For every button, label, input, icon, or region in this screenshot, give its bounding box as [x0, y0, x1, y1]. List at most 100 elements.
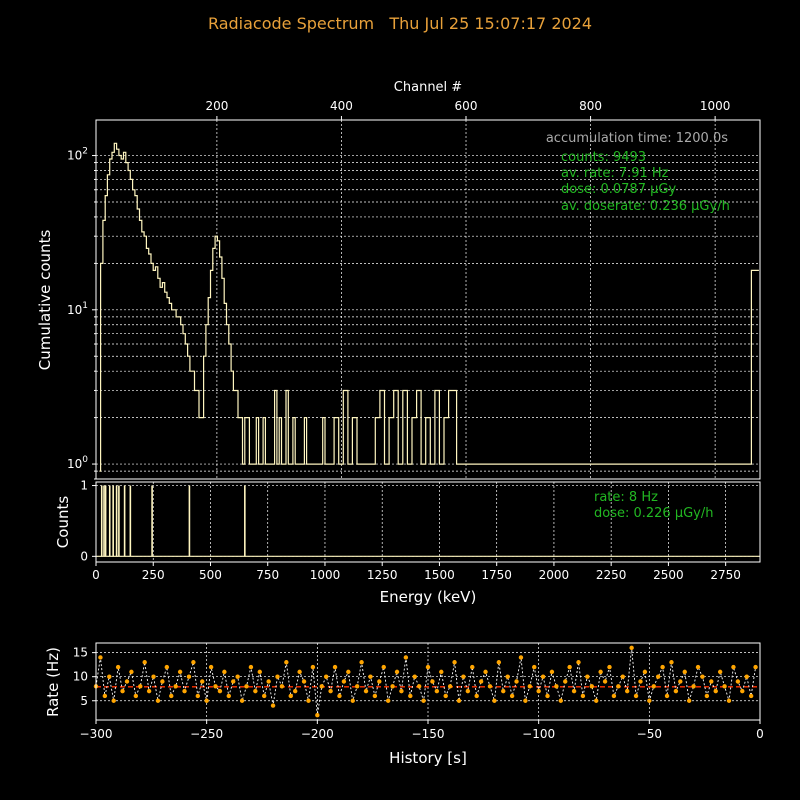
rate-point	[744, 674, 749, 679]
rate-text: rate: 8 Hz	[594, 490, 658, 505]
counts-frame	[95, 481, 761, 563]
rate-point	[523, 698, 528, 703]
rate-point	[208, 664, 214, 670]
rate-point	[381, 664, 386, 670]
rate-point	[461, 674, 466, 679]
rate-point	[270, 703, 276, 708]
rate-point	[633, 693, 639, 699]
energy-axis-label: Energy (keV)	[380, 588, 477, 606]
energy-tick-label: 1500	[424, 568, 455, 582]
rate-point	[611, 693, 617, 699]
rate-point	[655, 674, 661, 679]
energy-tick-label: 1750	[481, 568, 512, 582]
rate-point	[146, 688, 152, 694]
rate-point	[293, 688, 298, 694]
rate-point	[735, 679, 741, 684]
rate-ylabel: Rate (Hz)	[44, 647, 62, 717]
rate-point	[412, 674, 417, 679]
history-tick-label: 0	[756, 727, 764, 741]
rate-point	[439, 669, 444, 675]
rate-point	[545, 693, 550, 699]
rate-point	[691, 684, 696, 689]
rate-point	[651, 684, 656, 689]
count-tick-label: 101	[67, 301, 88, 317]
rate-point	[177, 669, 183, 675]
rate-point	[107, 674, 112, 679]
rate-point	[492, 698, 497, 703]
rate-point	[363, 688, 369, 694]
rate-point	[182, 688, 187, 694]
rate-point	[518, 655, 524, 660]
rate-point	[403, 655, 409, 660]
rate-point	[239, 698, 245, 703]
rate-point	[297, 669, 302, 675]
channel-tick-label: 600	[455, 99, 478, 113]
rate-point	[554, 684, 559, 689]
rate-point	[642, 669, 648, 675]
energy-tick-label: 2250	[596, 568, 627, 582]
rate-point	[332, 664, 338, 670]
doserate-text: dose: 0.226 µGy/h	[594, 506, 714, 521]
rate-point	[164, 664, 170, 670]
rate-tick-label: 5	[80, 694, 88, 708]
rate-point	[102, 693, 108, 699]
rate-point	[306, 698, 311, 703]
count-tick-label: 102	[67, 147, 88, 163]
rate-point	[686, 698, 692, 703]
channel-axis-label: Channel #	[394, 80, 462, 95]
accumulation-time-text: accumulation time: 1200.0s	[546, 131, 728, 146]
rate-point	[638, 679, 643, 684]
history-tick-label: −300	[80, 727, 113, 741]
count-tick-label: 100	[67, 455, 88, 471]
rate-point	[447, 684, 453, 689]
rate-point	[133, 693, 139, 699]
rate-point	[142, 660, 147, 665]
cumulative-spectrum-panel: 200 400 600 800 1000 100 101 102 Cumulative cou…	[36, 80, 761, 480]
rate-point	[532, 664, 537, 670]
rate-tick-label: 10	[73, 670, 88, 684]
rate-point	[713, 688, 718, 694]
rate-point	[501, 688, 506, 694]
rate-point	[173, 684, 178, 689]
rate-point	[625, 688, 630, 694]
rate-point	[487, 684, 493, 689]
channel-tick-label: 400	[330, 99, 353, 113]
rate-point	[120, 688, 125, 694]
rate-point	[359, 660, 364, 665]
rate-point	[200, 679, 205, 684]
rate-point	[315, 712, 320, 718]
rate-point	[536, 688, 541, 694]
rate-point	[470, 664, 475, 670]
rate-point	[231, 679, 236, 684]
rate-point	[505, 674, 510, 679]
rate-point	[257, 669, 262, 675]
history-tick-label: −250	[190, 727, 223, 741]
history-tick-label: −50	[637, 727, 662, 741]
rate-point	[138, 684, 143, 689]
energy-tick-label: 2500	[653, 568, 684, 582]
rate-point	[408, 693, 413, 699]
rate-point	[571, 688, 577, 694]
rate-point	[704, 693, 710, 699]
rate-point	[279, 684, 285, 689]
rate-point	[682, 669, 687, 675]
rate-point	[558, 698, 563, 703]
rate-point	[129, 669, 134, 675]
rate-point	[620, 674, 625, 679]
energy-tick-label: 1250	[367, 568, 398, 582]
rate-point	[700, 674, 705, 679]
energy-tick-label: 1000	[310, 568, 341, 582]
rate-point	[195, 693, 201, 699]
energy-tick-label: 250	[142, 568, 165, 582]
energy-tick-label: 0	[92, 568, 100, 582]
counts-axes: 0 250 500 750 1000 1250 1500 1750 2000 2250 2500 27…	[80, 479, 741, 582]
history-tick-label: −200	[301, 727, 334, 741]
dose-text: dose: 0.0787 µGy	[561, 182, 676, 197]
cumulative-spectrum-line	[99, 142, 759, 472]
rate-point	[416, 684, 422, 689]
history-axis-label: History [s]	[389, 749, 467, 767]
rate-point	[385, 698, 391, 703]
rate-point	[567, 664, 572, 670]
rate-point	[585, 674, 590, 679]
